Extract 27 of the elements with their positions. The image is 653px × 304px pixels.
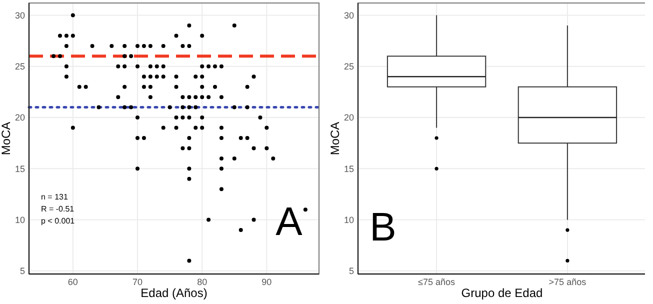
text: A	[276, 200, 303, 244]
y-tick-label: 10	[344, 214, 354, 225]
annotation: p < 0.001	[41, 216, 76, 226]
annotation: R = -0.51	[41, 204, 75, 214]
annotation: n = 131	[41, 192, 68, 202]
x-tick-label: ≤75 años	[418, 277, 456, 287]
y-tick-label: 20	[344, 112, 354, 123]
y-axis-title: MoCA	[0, 122, 13, 156]
y-axis-title: MoCA	[328, 122, 342, 156]
y-tick-label: 30	[14, 10, 25, 20]
y-tick-label: 15	[14, 164, 25, 174]
x-axis-title: Grupo de Edad	[461, 286, 543, 300]
x-tick-label: 70	[132, 277, 143, 287]
x-tick-label: 60	[68, 277, 78, 287]
x-tick-label: 80	[197, 277, 208, 287]
y-tick-label: 25	[14, 62, 25, 72]
y-tick-label: 10	[14, 214, 25, 225]
text: B	[370, 205, 396, 250]
y-tick-label: 30	[344, 10, 354, 20]
x-tick-label: >75 años	[548, 277, 587, 287]
y-tick-label: 25	[344, 62, 354, 72]
y-tick-label: 15	[344, 164, 354, 174]
y-tick-label: 5	[20, 266, 25, 276]
x-tick-label: 90	[262, 277, 272, 287]
y-tick-label: 5	[348, 266, 354, 276]
x-axis-title: Edad (Años)	[140, 286, 208, 300]
y-tick-label: 20	[14, 112, 25, 123]
